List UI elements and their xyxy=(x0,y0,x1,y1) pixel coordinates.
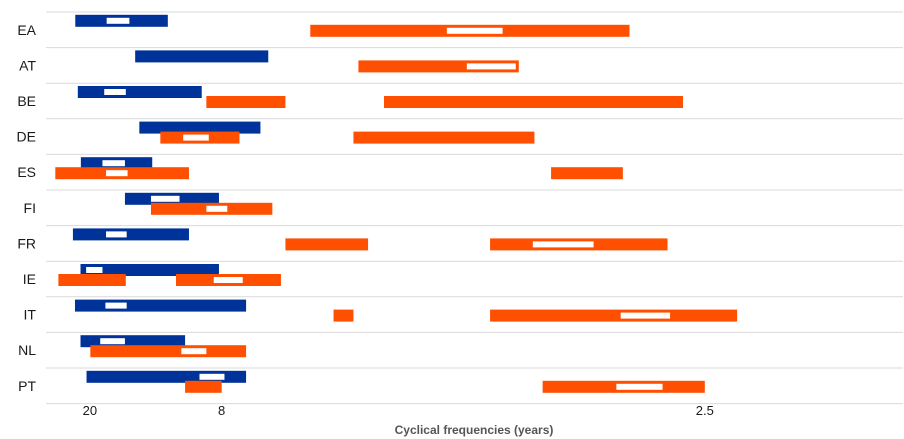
range-marker-blue-es xyxy=(102,160,125,167)
range-bar-orange-de xyxy=(353,131,535,144)
range-marker-blue-fr xyxy=(106,231,127,238)
range-marker-blue-pt xyxy=(199,373,225,380)
range-marker-blue-ea xyxy=(106,17,130,24)
category-labels: EA AT BE DE ES FI FR IE IT NL PT xyxy=(17,22,37,394)
range-bar-blue-it xyxy=(74,299,247,312)
grid-lines xyxy=(46,11,903,405)
range-marker-blue-it xyxy=(105,302,127,309)
range-marker-orange-ie xyxy=(213,277,243,283)
range-bar-orange-nl xyxy=(90,345,247,358)
range-marker-orange-de xyxy=(183,134,209,141)
range-marker-blue-be xyxy=(104,89,126,95)
x-tick-label-2-5: 2.5 xyxy=(696,403,714,418)
range-bar-orange-it xyxy=(490,309,738,322)
category-label-nl: NL xyxy=(18,342,36,358)
category-label-de: DE xyxy=(17,129,36,145)
range-marker-orange-at xyxy=(466,63,516,70)
range-bar-orange-ie xyxy=(58,274,126,286)
range-bar-blue-de xyxy=(139,121,261,134)
range-marker-blue-nl xyxy=(100,338,125,345)
category-label-fi: FI xyxy=(24,200,36,216)
category-label-be: BE xyxy=(17,93,36,109)
range-marker-orange-pt xyxy=(616,383,663,390)
x-tick-labels: 20 8 2.5 xyxy=(83,403,714,418)
category-label-at: AT xyxy=(19,57,36,73)
category-label-ea: EA xyxy=(17,22,36,38)
range-bar-orange-be xyxy=(383,96,684,108)
range-bar-orange-fr xyxy=(285,238,369,251)
range-marker-orange-fi xyxy=(206,205,228,212)
category-label-pt: PT xyxy=(18,378,36,394)
range-bar-blue-ie xyxy=(80,264,219,276)
range-bar-orange-pt xyxy=(185,380,222,393)
x-axis-title: Cyclical frequencies (years) xyxy=(395,423,554,437)
range-bar-orange-be xyxy=(206,96,286,108)
range-bar-orange-it xyxy=(333,309,354,322)
range-marker-orange-fr xyxy=(532,241,594,248)
range-marker-orange-it xyxy=(620,312,671,319)
range-marker-orange-ea xyxy=(446,27,503,34)
category-label-fr: FR xyxy=(17,235,36,251)
range-marker-blue-fi xyxy=(150,195,180,202)
range-marker-orange-nl xyxy=(181,348,207,355)
range-bar-blue-be xyxy=(77,86,202,98)
bars xyxy=(55,14,738,393)
range-bar-blue-at xyxy=(135,50,269,63)
category-label-ie: IE xyxy=(23,271,36,287)
category-label-es: ES xyxy=(17,164,36,180)
range-marker-blue-ie xyxy=(86,267,103,273)
range-marker-orange-es xyxy=(106,170,128,177)
x-tick-label-8: 8 xyxy=(218,403,225,418)
x-tick-label-20: 20 xyxy=(83,403,97,418)
category-label-it: IT xyxy=(24,307,37,323)
range-bar-blue-fr xyxy=(72,228,189,241)
range-bar-orange-es xyxy=(551,167,623,180)
